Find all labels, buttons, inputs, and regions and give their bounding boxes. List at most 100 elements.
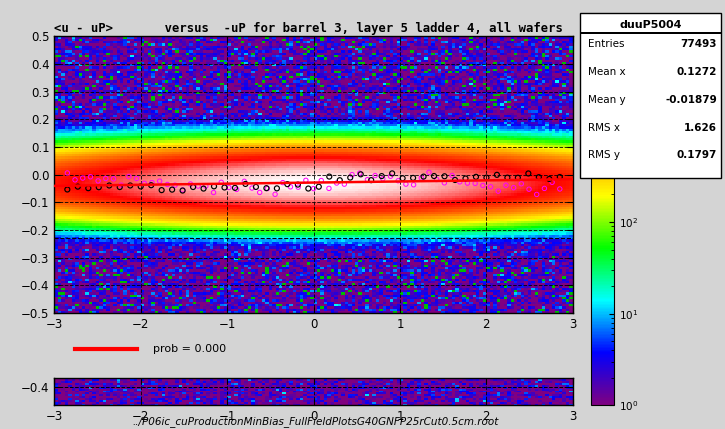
Point bbox=[146, 179, 158, 186]
Point bbox=[481, 174, 492, 181]
Point bbox=[302, 185, 314, 192]
Point bbox=[77, 175, 88, 181]
Point bbox=[123, 173, 135, 180]
Point bbox=[85, 173, 96, 180]
Point bbox=[292, 184, 304, 190]
Point bbox=[547, 179, 558, 186]
Point bbox=[154, 178, 165, 184]
Point bbox=[334, 177, 346, 184]
Text: -0.01879: -0.01879 bbox=[666, 95, 717, 105]
Point bbox=[362, 176, 373, 183]
Text: 0.1797: 0.1797 bbox=[676, 150, 717, 160]
Point bbox=[355, 171, 367, 178]
Point bbox=[392, 177, 404, 184]
Point bbox=[323, 185, 335, 192]
Point bbox=[115, 182, 127, 189]
Point bbox=[231, 186, 242, 193]
Point bbox=[277, 179, 289, 186]
Point bbox=[138, 180, 150, 187]
Point bbox=[323, 173, 335, 180]
Point bbox=[208, 189, 220, 196]
Point bbox=[376, 172, 387, 179]
Point bbox=[469, 180, 481, 187]
Point bbox=[92, 178, 104, 184]
Point bbox=[130, 175, 142, 182]
Point bbox=[108, 175, 120, 182]
Point bbox=[198, 185, 210, 192]
Point bbox=[554, 185, 566, 192]
Point bbox=[192, 183, 204, 190]
Point bbox=[415, 175, 427, 181]
Point bbox=[215, 179, 227, 186]
Point bbox=[450, 176, 461, 183]
Point bbox=[177, 187, 189, 193]
Point bbox=[347, 171, 358, 178]
Point bbox=[169, 182, 181, 189]
Point bbox=[250, 184, 262, 190]
Point bbox=[200, 183, 212, 190]
Point bbox=[260, 185, 272, 192]
Point bbox=[492, 187, 504, 194]
Point bbox=[385, 173, 397, 180]
Point bbox=[285, 183, 297, 190]
Point bbox=[523, 170, 534, 177]
Text: Mean x: Mean x bbox=[589, 67, 626, 77]
Point bbox=[177, 187, 189, 194]
Point bbox=[185, 181, 196, 187]
Point bbox=[354, 170, 365, 177]
Text: 77493: 77493 bbox=[681, 39, 717, 49]
Point bbox=[423, 169, 435, 176]
Point bbox=[460, 175, 471, 182]
Text: <u - uP>       versus  -uP for barrel 3, layer 5 ladder 4, all wafers: <u - uP> versus -uP for barrel 3, layer … bbox=[54, 22, 563, 35]
Point bbox=[491, 172, 502, 178]
Point bbox=[477, 182, 489, 189]
Point bbox=[229, 184, 241, 191]
Text: 1.626: 1.626 bbox=[684, 123, 717, 133]
Point bbox=[533, 174, 544, 181]
Text: Entries: Entries bbox=[589, 39, 625, 49]
Point bbox=[162, 181, 173, 188]
Point bbox=[83, 185, 94, 192]
Point bbox=[339, 181, 350, 187]
Point bbox=[254, 189, 265, 196]
Point bbox=[539, 185, 550, 192]
Point bbox=[369, 172, 381, 179]
Point bbox=[418, 173, 429, 180]
Point bbox=[93, 184, 104, 190]
Bar bbox=[580, 32, 721, 33]
Point bbox=[292, 181, 304, 188]
Point bbox=[223, 184, 235, 191]
Point bbox=[114, 184, 125, 190]
Point bbox=[72, 183, 83, 190]
Point bbox=[407, 175, 419, 181]
Point bbox=[262, 185, 273, 192]
Point bbox=[135, 183, 146, 190]
Text: 0.1272: 0.1272 bbox=[676, 67, 717, 77]
Point bbox=[145, 182, 157, 189]
Point bbox=[240, 181, 252, 187]
Point bbox=[365, 177, 377, 184]
Point bbox=[62, 169, 73, 176]
Point bbox=[247, 184, 258, 191]
Point bbox=[269, 191, 281, 198]
Text: Mean y: Mean y bbox=[589, 95, 626, 105]
Point bbox=[407, 181, 419, 188]
Point bbox=[271, 185, 283, 192]
Point bbox=[344, 174, 356, 181]
Point bbox=[471, 173, 482, 180]
Point bbox=[104, 182, 115, 189]
Point bbox=[439, 179, 450, 186]
Text: RMS x: RMS x bbox=[589, 123, 621, 133]
Point bbox=[219, 184, 231, 191]
Text: duuP5004: duuP5004 bbox=[619, 20, 682, 30]
Point bbox=[307, 185, 319, 192]
Point bbox=[428, 172, 440, 179]
Point bbox=[523, 186, 535, 193]
Point bbox=[507, 184, 519, 191]
Point bbox=[502, 174, 513, 181]
Point bbox=[400, 181, 412, 187]
Text: prob = 0.000: prob = 0.000 bbox=[153, 344, 226, 353]
Point bbox=[187, 184, 199, 190]
Point bbox=[331, 180, 342, 187]
Point bbox=[544, 175, 555, 182]
